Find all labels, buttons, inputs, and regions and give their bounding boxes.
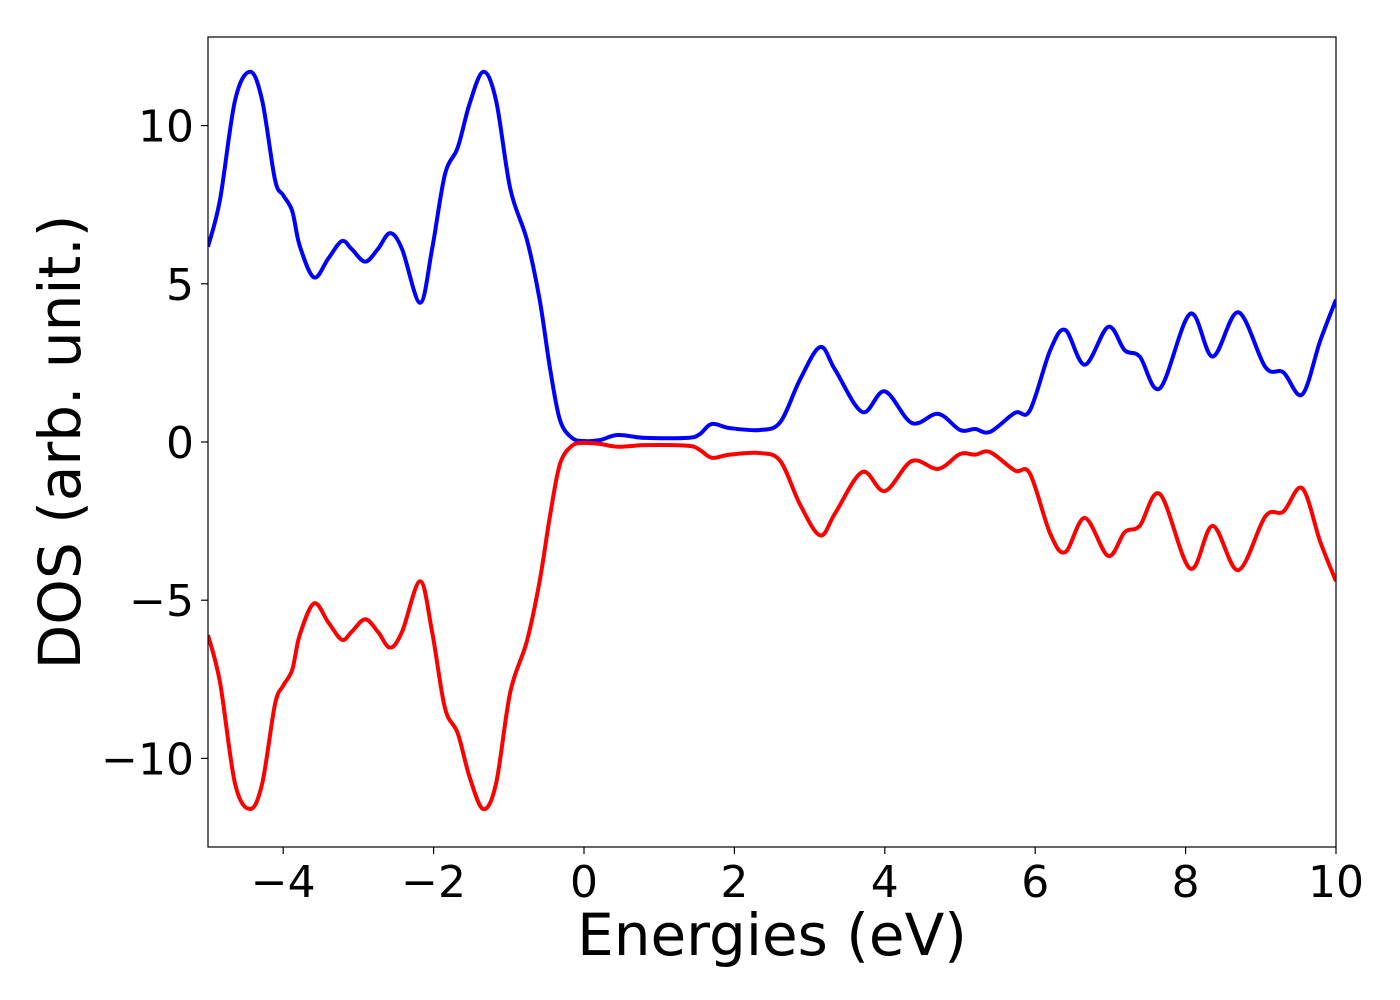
plot-frame [207, 36, 1337, 848]
dos-line [208, 69, 1336, 444]
x-tick-label: 0 [570, 857, 598, 908]
x-tick-label: 6 [1021, 857, 1049, 908]
y-tick-label: 0 [166, 418, 194, 469]
x-tick-label: −4 [251, 857, 316, 908]
x-tick-label: 2 [720, 857, 748, 908]
y-axis-label: DOS (arb. unit.) [26, 215, 94, 670]
x-tick-label: 10 [1308, 857, 1364, 908]
x-axis-label: Energies (eV) [577, 901, 967, 969]
y-tick-label: −10 [101, 734, 194, 785]
y-tick-label: 10 [138, 102, 194, 153]
x-tick-label: −2 [401, 857, 466, 908]
dos-line [208, 440, 1336, 812]
y-tick-label: 5 [166, 260, 194, 311]
x-tick-label: 4 [871, 857, 899, 908]
x-tick-label: 8 [1172, 857, 1200, 908]
y-tick-label: −5 [129, 576, 194, 627]
